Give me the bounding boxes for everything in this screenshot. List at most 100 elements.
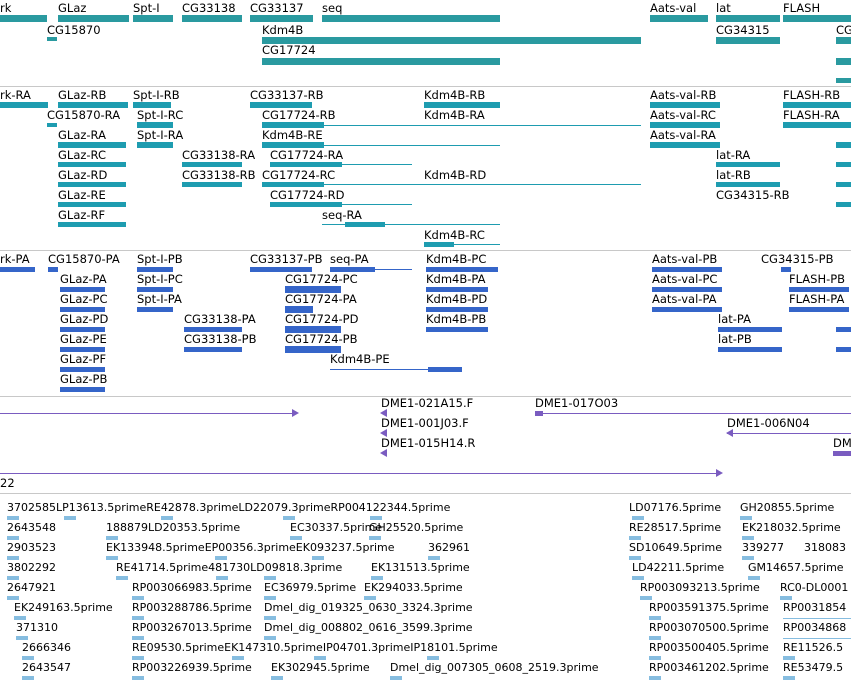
protein-feature[interactable] [184,327,242,332]
transcript-feature[interactable] [58,202,126,207]
protein-feature[interactable] [652,287,722,292]
gene-feature[interactable] [47,37,57,41]
protein-feature[interactable] [60,347,105,352]
gene-feature[interactable] [836,58,851,65]
est-feature[interactable] [371,576,383,580]
est-feature[interactable] [780,596,792,600]
transcript-feature[interactable] [783,122,851,128]
est-feature[interactable] [364,596,376,600]
protein-feature[interactable] [789,307,849,312]
protein-feature[interactable] [426,287,488,292]
transcript-feature[interactable] [137,142,173,148]
protein-feature[interactable] [718,327,782,332]
protein-feature[interactable] [48,267,58,272]
gene-feature[interactable] [58,15,129,22]
est-feature[interactable] [132,596,144,600]
est-feature[interactable] [312,556,324,560]
est-feature[interactable] [132,636,144,640]
est-feature[interactable] [7,536,19,540]
est-feature[interactable] [283,516,295,520]
transcript-feature[interactable] [182,162,242,167]
protein-feature[interactable] [285,306,313,313]
est-feature[interactable] [216,576,228,580]
protein-feature[interactable] [781,267,791,272]
gene-feature[interactable] [650,15,708,22]
protein-feature[interactable] [137,287,173,292]
transcript-feature[interactable] [650,102,720,108]
protein-feature[interactable] [0,267,35,272]
est-feature[interactable] [427,656,439,660]
transcript-feature[interactable] [0,102,48,108]
protein-feature[interactable] [718,347,782,352]
est-feature[interactable] [629,556,641,560]
transcript-feature[interactable] [137,122,173,128]
transcript-feature[interactable] [836,182,851,187]
protein-feature[interactable] [60,287,105,292]
est-feature[interactable] [132,656,144,660]
est-feature[interactable] [742,536,754,540]
est-feature[interactable] [370,516,382,520]
transcript-feature[interactable] [270,202,342,207]
est-feature[interactable] [132,676,144,680]
gene-feature[interactable] [836,78,851,83]
protein-feature[interactable] [652,307,722,312]
transcript-feature[interactable] [250,102,312,108]
transcript-feature[interactable] [262,142,324,148]
est-feature[interactable] [632,576,644,580]
protein-feature[interactable] [428,367,462,372]
protein-feature[interactable] [285,346,341,353]
est-feature[interactable] [116,576,128,580]
gene-feature[interactable] [250,15,313,22]
protein-feature[interactable] [137,267,173,272]
est-feature[interactable] [390,676,402,680]
transcript-feature[interactable] [424,102,500,108]
protein-feature[interactable] [250,267,312,272]
est-feature[interactable] [7,516,19,520]
transcript-feature[interactable] [133,102,171,108]
est-feature[interactable] [7,596,19,600]
gene-feature[interactable] [133,15,173,22]
transcript-feature[interactable] [783,102,851,108]
est-feature[interactable] [7,576,19,580]
protein-feature[interactable] [60,367,105,372]
protein-feature[interactable] [652,267,722,272]
gene-feature[interactable] [716,37,780,44]
est-feature[interactable] [290,536,302,540]
est-feature[interactable] [740,516,752,520]
protein-feature[interactable] [836,327,851,332]
est-feature[interactable] [132,616,144,620]
clone-feature[interactable] [833,451,851,456]
est-feature[interactable] [649,656,661,660]
protein-feature[interactable] [426,307,488,312]
transcript-feature[interactable] [182,182,242,187]
gene-feature[interactable] [783,15,851,22]
transcript-feature[interactable] [58,142,126,148]
transcript-feature[interactable] [650,122,720,128]
transcript-feature[interactable] [58,222,126,227]
est-feature[interactable] [215,556,227,560]
est-feature[interactable] [161,516,173,520]
protein-feature[interactable] [836,347,851,352]
est-feature[interactable] [314,656,326,660]
transcript-feature[interactable] [836,162,851,167]
transcript-feature[interactable] [716,162,780,167]
est-feature[interactable] [649,636,661,640]
est-feature[interactable] [264,616,276,620]
protein-feature[interactable] [60,307,105,312]
clone-feature[interactable] [535,411,543,416]
protein-feature[interactable] [426,267,498,272]
est-feature[interactable] [14,616,26,620]
clone-feature[interactable] [727,433,851,434]
est-feature[interactable] [632,516,644,520]
est-feature[interactable] [64,516,76,520]
est-feature[interactable] [22,656,34,660]
gene-feature[interactable] [262,58,500,65]
est-feature[interactable] [783,656,795,660]
transcript-feature[interactable] [262,122,324,128]
est-feature[interactable] [783,676,795,680]
transcript-feature[interactable] [47,123,57,127]
est-feature[interactable] [640,596,652,600]
gene-feature[interactable] [716,15,780,22]
gene-feature[interactable] [182,15,242,22]
